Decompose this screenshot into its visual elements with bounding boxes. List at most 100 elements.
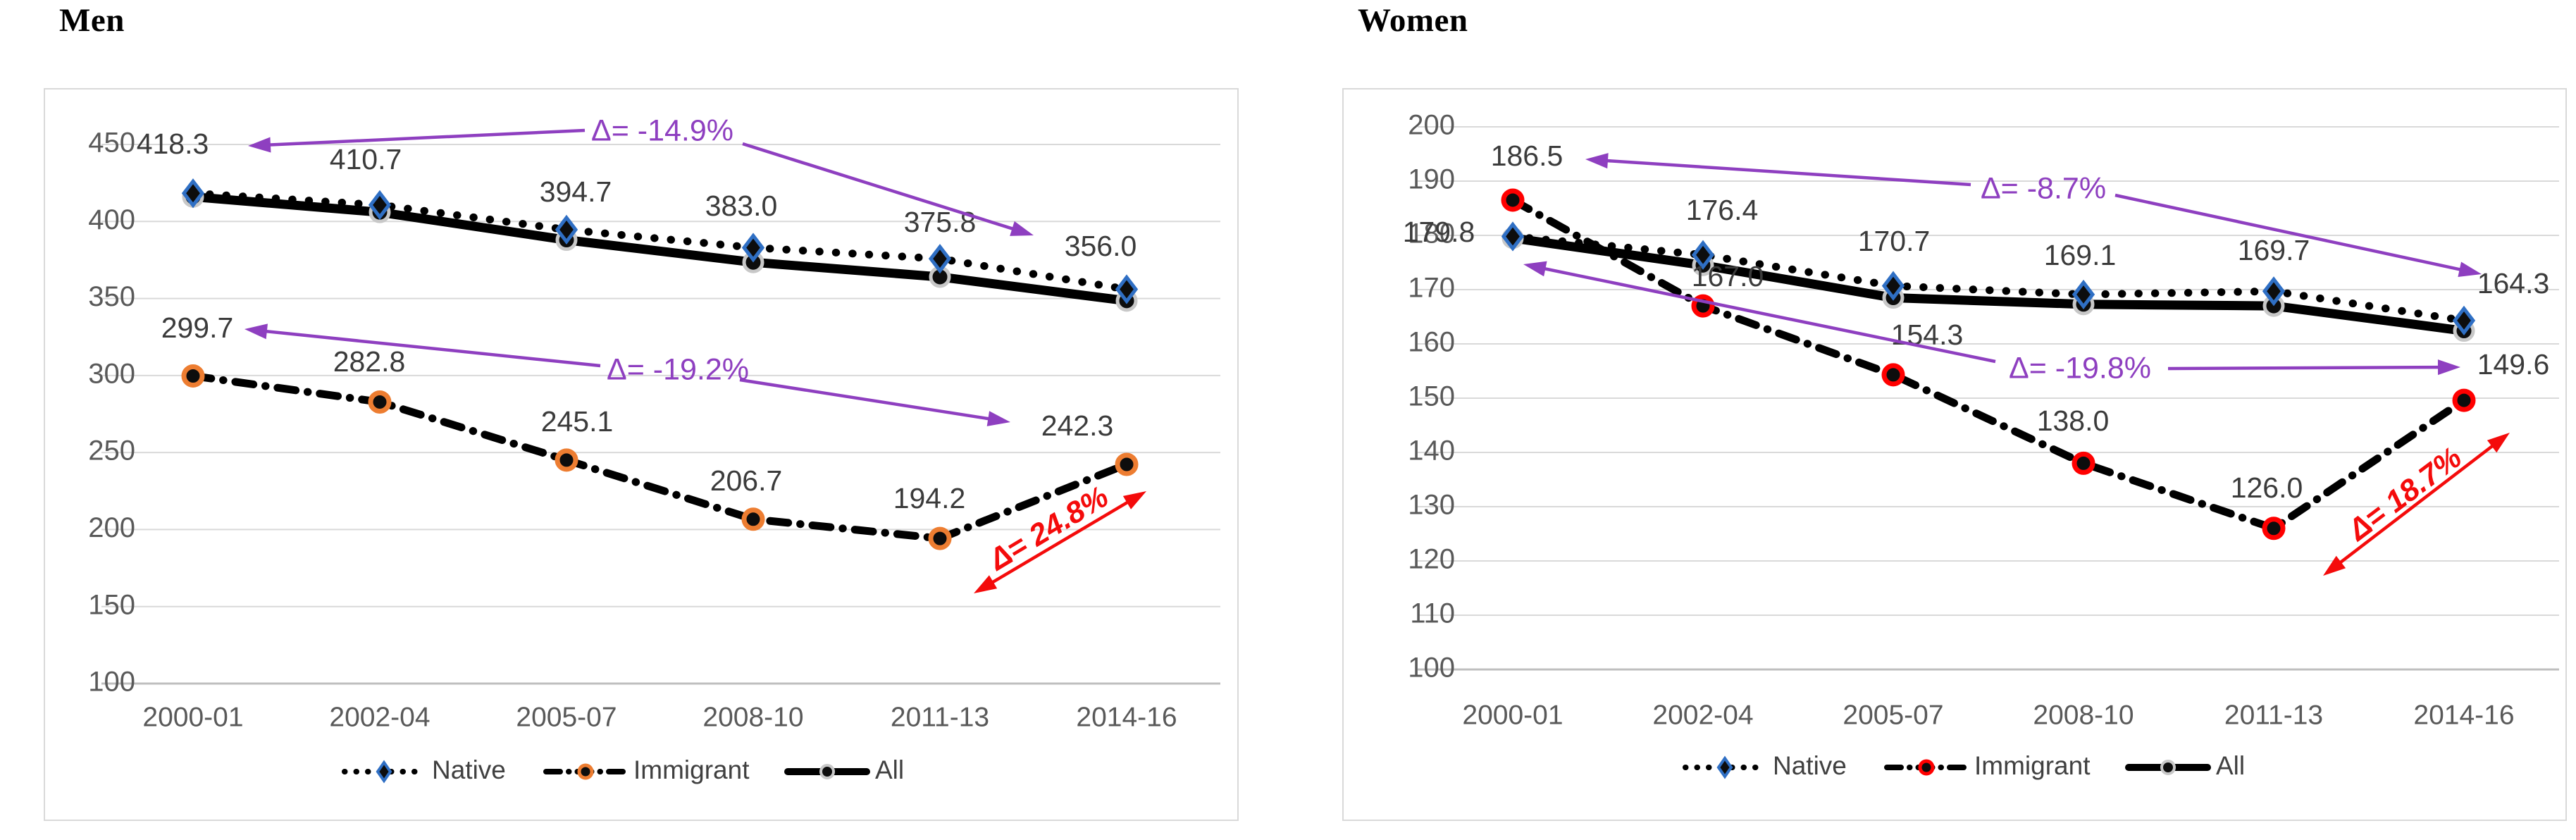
legend-marker-immigrant [1918, 759, 1935, 776]
marker-immigrant [1115, 452, 1139, 476]
marker-immigrant [1501, 188, 1525, 212]
annotation-arrow-immigrant-change-line [1541, 266, 1996, 364]
legend-marker-all [819, 764, 835, 779]
series-line-native-men [189, 189, 1131, 293]
y-tick-label: 130 [1408, 490, 1455, 521]
y-tick-label: 250 [88, 436, 135, 467]
annotation-arrow-immigrant-rebound-head [2487, 433, 2510, 453]
annotation-arrow-immigrant-rebound-head [2323, 555, 2346, 576]
marker-native [2072, 279, 2095, 310]
x-tick-label: 2000-01 [142, 702, 243, 732]
marker-native [1501, 221, 1525, 252]
data-label-immigrant: 149.6 [2477, 348, 2550, 381]
marker-immigrant [368, 390, 392, 414]
marker-native [1115, 274, 1139, 304]
data-label-native: 169.7 [2238, 234, 2310, 266]
legend-marker-native [376, 760, 392, 784]
women-chart-canvas: 200 190 180 170 160 150 140 130 120 110 1002000-01… [1403, 110, 2559, 780]
y-tick-label: 110 [1410, 598, 1455, 629]
annotation-text-native-change: Δ= -8.7% [1981, 171, 2106, 205]
annotation-text-native-change: Δ= -14.9% [591, 113, 733, 147]
chart-box-women: 200 190 180 170 160 150 140 130 120 110 100 2000-01… [1342, 88, 2567, 821]
y-tick-label: 150 [1408, 381, 1455, 412]
marker-immigrant [2262, 517, 2286, 541]
legend-label-native: Native [1773, 751, 1847, 780]
data-label-native: 410.7 [330, 143, 402, 175]
chart-box-men: 450 400 350 300 250 200 150 100 2000-01 2002-04 20… [44, 88, 1239, 821]
data-label-native: 176.4 [1686, 194, 1759, 226]
marker-immigrant [2452, 388, 2476, 412]
marker-immigrant [1881, 363, 1905, 387]
series-line-native-women [1509, 233, 2468, 325]
y-tick-label: 100 [1408, 653, 1455, 684]
marker-native [1691, 240, 1715, 270]
annotation-arrow-immigrant-change-line [739, 378, 993, 421]
annotation-text-immigrant-rebound: Δ= 18.7% [2341, 440, 2468, 548]
y-tick-label: 200 [88, 512, 135, 543]
marker-native [1881, 271, 1905, 301]
chart-panel-men: Men 450 400 350 300 250 200 150 100 2000-01 2002-… [44, 0, 1239, 840]
annotation-arrow-immigrant-change-head [244, 323, 268, 340]
marker-native [368, 190, 392, 221]
marker-immigrant [741, 507, 765, 531]
x-tick-label: 2002-04 [329, 702, 430, 732]
chart-title-men: Men [59, 2, 125, 39]
marker-native [555, 214, 578, 245]
x-tick-label: 2008-10 [702, 702, 803, 732]
annotation-arrow-native-change-line [1603, 159, 1971, 187]
data-label-immigrant: 299.7 [161, 311, 234, 344]
legend-marker-immigrant [577, 763, 594, 780]
data-label-native: 375.8 [904, 206, 977, 238]
annotation-arrow-native-change-head [1010, 221, 1034, 236]
annotation-arrow-native-change-head [248, 137, 271, 153]
data-label-immigrant: 194.2 [893, 482, 966, 514]
legend-label-all: All [875, 755, 904, 784]
data-label-immigrant: 282.8 [333, 345, 406, 378]
data-label-native: 418.3 [137, 128, 209, 160]
marker-native [741, 233, 765, 263]
data-label-native: 394.7 [540, 175, 612, 208]
marker-immigrant [555, 448, 578, 472]
x-tick-label: 2014-16 [2413, 700, 2514, 730]
x-tick-label: 2000-01 [1462, 700, 1563, 730]
data-label-immigrant: 167.0 [1692, 260, 1764, 292]
annotation-arrow-native-change-line [266, 128, 586, 147]
annotation-arrow-immigrant-rebound-line [2336, 443, 2496, 566]
x-tick-label: 2005-07 [1843, 700, 1943, 730]
y-tick-label: 300 [88, 358, 135, 389]
legend-label-native: Native [432, 755, 506, 784]
chart-title-women: Women [1358, 2, 1468, 39]
annotation-text-immigrant-change: Δ= -19.8% [2009, 351, 2151, 385]
data-label-native: 169.1 [2044, 239, 2117, 271]
legend-label-all: All [2216, 751, 2245, 780]
annotation-arrow-immigrant-rebound-line [989, 499, 1132, 586]
data-label-immigrant: 245.1 [541, 405, 614, 438]
y-tick-label: 160 [1408, 327, 1455, 358]
y-tick-label: 100 [88, 667, 135, 698]
annotation-arrow-native-change-line [2114, 193, 2465, 272]
series-line-immigrant-women [1509, 196, 2468, 533]
annotation-arrow-immigrant-change-line [262, 329, 601, 368]
marker-native [181, 178, 205, 209]
marker-immigrant [181, 364, 205, 388]
marker-immigrant [928, 526, 952, 550]
annotation-arrow-native-change-head [1585, 153, 1609, 169]
x-tick-label: 2011-13 [891, 702, 989, 732]
series-line-all-men [188, 192, 1132, 306]
y-tick-label: 450 [88, 128, 135, 159]
y-tick-label: 190 [1408, 164, 1455, 195]
data-label-immigrant: 186.5 [1491, 140, 1563, 172]
x-tick-label: 2008-10 [2033, 700, 2134, 730]
annotation-arrow-immigrant-change-head [986, 411, 1010, 426]
annotation-arrow-immigrant-change-head [1523, 261, 1547, 277]
chart-panel-women: Women 200 190 180 170 160 150 140 130 120 110 100 2… [1342, 0, 2567, 840]
data-label-native: 383.0 [705, 190, 778, 222]
data-label-native: 170.7 [1858, 225, 1931, 257]
data-label-native: 179.8 [1403, 216, 1475, 248]
marker-immigrant [2072, 451, 2095, 475]
data-label-immigrant: 206.7 [710, 464, 783, 497]
y-tick-label: 400 [88, 204, 135, 235]
y-tick-label: 180 [1408, 218, 1455, 249]
